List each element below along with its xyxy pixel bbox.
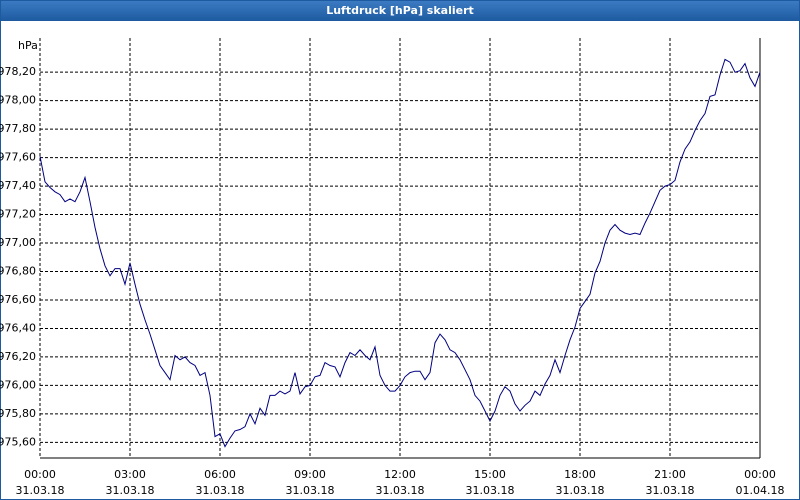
- x-tick-date: 31.03.18: [466, 484, 515, 497]
- y-tick-label: 978,20: [0, 65, 36, 78]
- x-tick-label: 00:00: [744, 468, 776, 481]
- x-tick-label: 12:00: [384, 468, 416, 481]
- x-tick-label: 00:00: [24, 468, 56, 481]
- x-tick-label: 15:00: [474, 468, 506, 481]
- y-tick-label: 977,20: [0, 208, 36, 221]
- x-tick-label: 09:00: [294, 468, 326, 481]
- y-tick-label: 976,60: [0, 293, 36, 306]
- y-tick-label: 975,80: [0, 407, 36, 420]
- y-tick-label: 978,00: [0, 94, 36, 107]
- x-tick-date: 31.03.18: [106, 484, 155, 497]
- x-tick-date: 31.03.18: [16, 484, 65, 497]
- y-tick-label: 976,00: [0, 378, 36, 391]
- x-tick-date: 31.03.18: [556, 484, 605, 497]
- y-tick-label: 977,00: [0, 236, 36, 249]
- y-tick-label: 976,80: [0, 264, 36, 277]
- y-tick-label: 976,40: [0, 321, 36, 334]
- data-line: [39, 58, 761, 448]
- x-tick-date: 31.03.18: [286, 484, 335, 497]
- x-tick-date: 31.03.18: [196, 484, 245, 497]
- title-bar: [0, 0, 800, 21]
- y-tick-label: 977,80: [0, 122, 36, 135]
- y-axis-label: hPa: [18, 39, 38, 52]
- y-tick-label: 977,60: [0, 151, 36, 164]
- x-tick-label: 06:00: [204, 468, 236, 481]
- x-tick-label: 18:00: [564, 468, 596, 481]
- y-tick-label: 976,20: [0, 350, 36, 363]
- x-tick-date: 31.03.18: [646, 484, 695, 497]
- x-tick-label: 21:00: [654, 468, 686, 481]
- chart-title: Luftdruck [hPa] skaliert: [326, 4, 474, 17]
- y-tick-label: 975,60: [0, 435, 36, 448]
- x-tick-date: 01.04.18: [736, 484, 785, 497]
- x-tick-label: 03:00: [114, 468, 146, 481]
- x-tick-date: 31.03.18: [376, 484, 425, 497]
- y-tick-label: 977,40: [0, 179, 36, 192]
